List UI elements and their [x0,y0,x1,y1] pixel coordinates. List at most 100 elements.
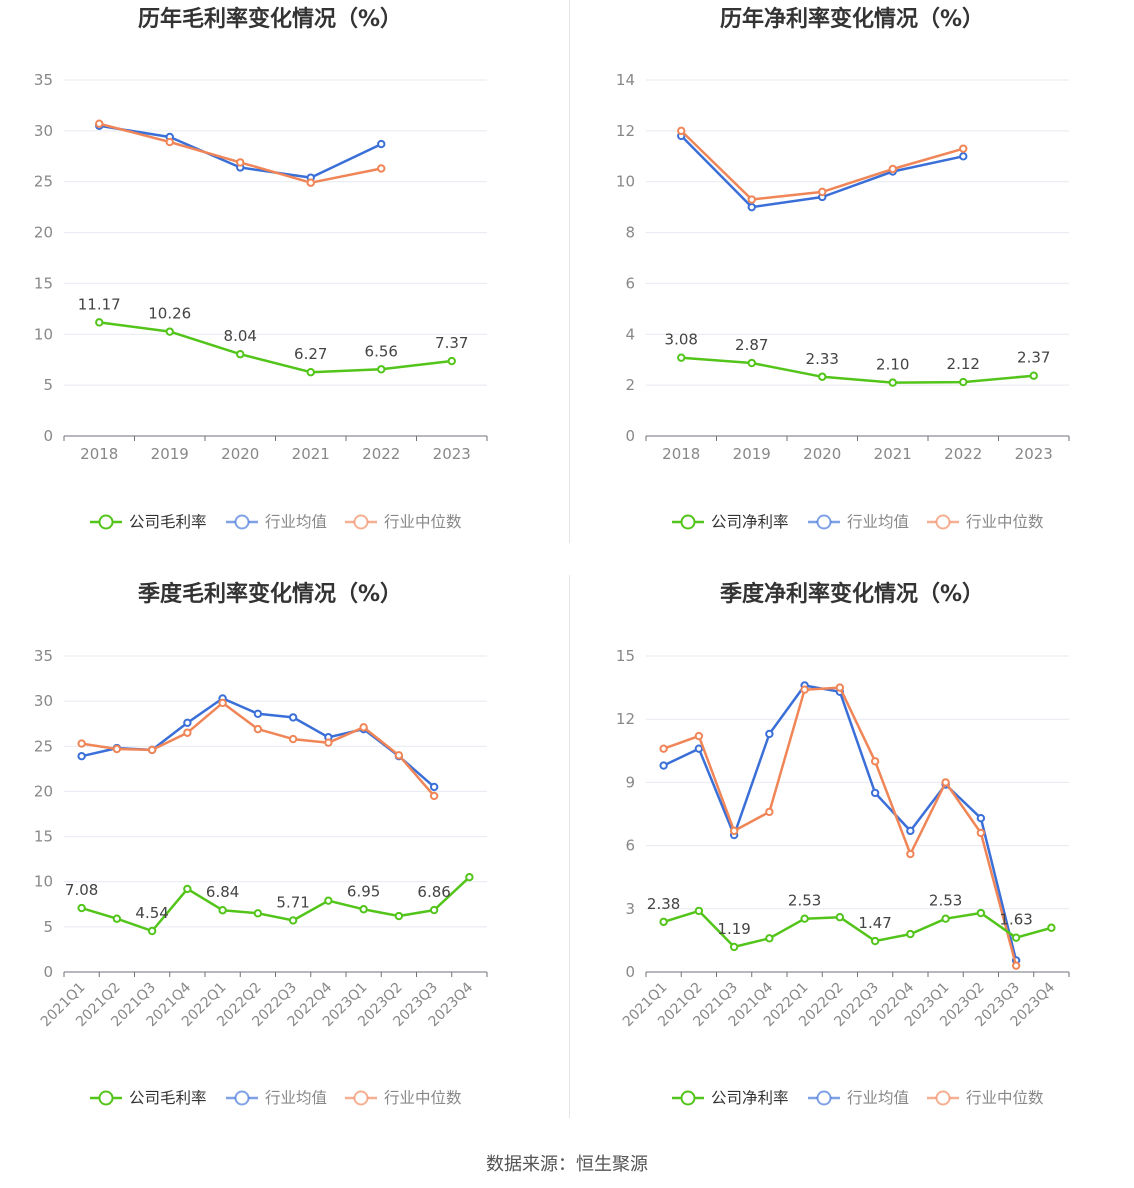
y-tick-label: 12 [616,710,635,728]
legend-label: 行业均值 [265,513,327,531]
data-label: 2.37 [1017,349,1050,367]
x-tick-label: 2021 [292,445,330,463]
chart-svg-annual-net-margin: 历年净利率变化情况（%） 0 2 4 6 8 10 12 14 2018 2019 2020 2021 2… [616,6,1070,531]
data-point [95,119,104,128]
data-point [77,739,86,748]
data-point [183,884,192,894]
data-point [694,906,704,916]
x-tick-label: 2018 [80,445,118,463]
y-tick-label: 20 [34,782,53,800]
data-point [253,724,263,734]
data-label: 6.95 [347,882,380,900]
chart-panel-quarterly-net-margin: 季度净利率变化情况（%） 0 3 6 9 12 15 2021Q1 2021Q2 2021Q3 20… [582,575,1134,1135]
legend-marker [680,1090,696,1106]
data-label: 11.17 [78,295,121,313]
y-tick-label: 20 [34,224,53,242]
data-point [377,365,386,374]
data-point [218,906,227,915]
data-point [677,126,686,136]
y-tick-label: 5 [43,376,53,394]
data-label: 2.38 [647,895,680,913]
legend-label: 行业中位数 [966,513,1044,531]
data-point [465,873,474,882]
y-tick-label: 35 [34,71,53,89]
data-point [729,826,739,836]
legend-marker [816,1090,832,1106]
y-tick-label: 15 [34,828,53,846]
data-point [429,905,439,915]
chart-title: 历年毛利率变化情况（%） [138,6,402,32]
data-point [694,744,704,753]
data-point [1047,923,1056,932]
data-label: 6.56 [365,342,398,360]
y-tick-label: 6 [625,274,635,292]
data-point [976,908,986,918]
legend-marker [234,514,250,530]
data-point [253,909,263,918]
y-tick-label: 0 [43,427,53,445]
data-point [112,914,122,923]
legend-marker [816,514,832,530]
data-point [835,913,845,922]
data-point [765,729,774,739]
legend-label: 公司净利率 [711,1089,789,1107]
data-label: 7.08 [65,881,98,899]
data-point [183,718,192,728]
data-point [888,378,897,387]
data-point [659,761,668,770]
data-point [677,353,686,362]
legend-marker [935,1090,951,1106]
legend-marker [234,1090,250,1106]
data-point [694,731,704,741]
data-point [959,152,968,161]
data-point [165,327,174,336]
y-tick-label: 9 [625,773,635,791]
data-point [359,905,368,914]
x-tick-label: 2019 [733,445,771,463]
data-label: 5.71 [276,893,309,911]
legend-label: 公司毛利率 [129,513,207,531]
data-point [147,745,157,755]
series-line [663,909,1052,949]
data-point [288,734,298,744]
data-point [747,358,756,368]
x-tick-label: 2020 [221,445,259,463]
data-point [394,751,404,760]
data-point [906,826,915,836]
data-point [95,318,104,327]
data-label: 6.86 [417,883,450,901]
data-point [870,936,880,946]
y-tick-label: 0 [625,963,635,981]
data-point [183,728,192,737]
x-tick-label: 2018 [662,445,700,463]
legend-label: 行业中位数 [384,1089,462,1107]
legend-label: 行业中位数 [384,513,462,531]
y-tick-label: 0 [43,963,53,981]
data-label: 1.47 [858,914,891,932]
data-point [147,926,157,936]
data-point [906,929,915,939]
data-point [800,914,809,923]
data-point [1029,371,1038,380]
y-tick-label: 15 [616,647,635,665]
y-tick-label: 15 [34,274,53,292]
x-tick-label: 2023 [433,445,471,463]
data-point [818,372,827,381]
legend-marker [935,514,951,530]
legend-marker [353,1090,369,1106]
y-tick-label: 25 [34,173,53,191]
chart-title: 季度毛利率变化情况（%） [138,581,402,607]
chart-title: 季度净利率变化情况（%） [720,581,984,607]
data-point [429,791,439,801]
data-point [429,782,439,792]
data-label: 10.26 [148,305,191,323]
y-tick-label: 25 [34,737,53,755]
y-tick-label: 35 [34,647,53,665]
data-source-note: 数据来源：恒生聚源 [486,1154,648,1175]
data-point [818,187,827,197]
y-tick-label: 30 [34,692,53,710]
data-point [165,137,174,147]
legend-marker [98,1090,114,1106]
y-tick-label: 10 [616,173,635,191]
data-label: 8.04 [224,327,257,345]
